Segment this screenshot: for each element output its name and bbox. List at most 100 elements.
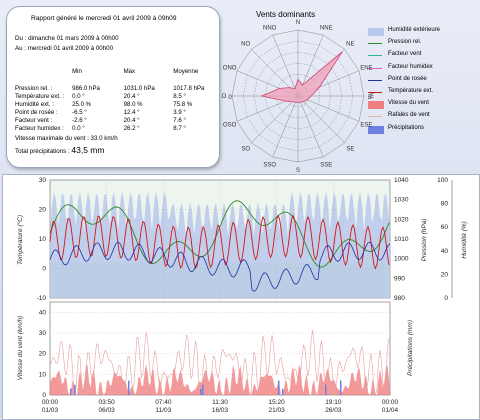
rose-direction-label: SSO — [263, 162, 276, 168]
stat-avg: 8.5 ° — [173, 92, 186, 100]
y-tick-label: 0 — [42, 266, 46, 273]
rose-direction-label: SSE — [320, 162, 332, 168]
legend-swatch — [368, 28, 384, 36]
stat-max: 12.4 ° — [123, 108, 140, 116]
stat-max: 20.4 ° — [123, 116, 140, 124]
y-axis-title-right: Précipitations (mm) — [407, 320, 414, 376]
x-tick-label-time: 07:40 — [155, 399, 172, 406]
rose-ring — [275, 73, 321, 119]
legend-label: Point de rosée — [388, 75, 427, 82]
legend-label: Précipitations — [388, 124, 425, 131]
legend-swatch — [368, 40, 382, 45]
humidity-area — [50, 191, 390, 298]
legend-swatch — [368, 101, 384, 110]
legend-label: Facteur humidex — [388, 63, 433, 70]
legend-swatch — [368, 89, 382, 93]
precipitation-bar — [70, 388, 72, 395]
legend-item: Vitesse du vent — [364, 99, 476, 111]
table-row: Température ext. : 0.0 ° 20.4 ° 8.5 ° — [13, 92, 219, 100]
rose-spoke — [272, 95, 299, 158]
stat-label: Humidité ext. : — [15, 100, 54, 108]
y-tick-label-right2: 100 — [437, 177, 448, 184]
x-tick-label-date: 06/03 — [99, 407, 116, 414]
legend-item: Pression rel. — [364, 38, 476, 50]
wind-rose-title: Vents dominants — [256, 10, 316, 19]
stat-avg: 75.8 % — [173, 100, 193, 108]
legend-label: Vitesse du vent — [388, 100, 429, 107]
table-row: Pression rel. : 986.0 hPa 1031.0 hPa 101… — [13, 84, 219, 92]
legend-label: Pression rel. — [388, 39, 422, 46]
rose-direction-label: N — [296, 20, 300, 26]
legend: Humidité extérieure Pression rel. Facteur … — [364, 26, 476, 136]
y-tick-label: -10 — [37, 295, 47, 302]
wind-max-text: Vitesse maximale du vent : 33.0 km/h — [15, 135, 118, 142]
y-axis-title-right2: Humidité (%) — [461, 221, 468, 259]
y-tick-label-right: 1040 — [394, 177, 409, 184]
precip-value: 43,5 mm — [71, 145, 105, 155]
legend-item: Facteur vent — [364, 50, 476, 62]
dewpoint-line — [49, 241, 391, 292]
y-tick-label: 10 — [39, 236, 47, 243]
rose-direction-label: NE — [346, 42, 354, 48]
precipitation-bar — [202, 384, 204, 395]
rose-direction-label: OSO — [223, 122, 237, 128]
y-axis-title-right: Pression (hPa) — [421, 219, 428, 262]
y-tick-label-right: 980 — [394, 295, 405, 302]
table-row: Facteur vent : -2.6 ° 20.4 ° 7.6 ° — [13, 116, 219, 124]
rose-direction-label: SE — [346, 146, 354, 152]
y-axis-title: Température (°C) — [16, 215, 24, 265]
stat-label: Facteur humidex : — [15, 124, 64, 132]
stat-max: 98.0 % — [123, 100, 143, 108]
y-tick-label-right2: 20 — [441, 271, 449, 278]
stat-min: 986.0 hPa — [72, 84, 100, 92]
legend-swatch — [368, 52, 382, 57]
stat-min: -2.6 ° — [72, 116, 87, 124]
stat-max: 26.2 ° — [123, 124, 140, 132]
table-row: Point de rosée : -6.5 ° 12.4 ° 3.9 ° — [13, 108, 219, 116]
stat-avg: 7.6 ° — [173, 116, 186, 124]
table-row: Humidité ext. : 25.0 % 98.0 % 75.8 % — [13, 100, 219, 108]
stats-table: Min Max Moyenne Pression rel. : 986.0 hP… — [13, 67, 219, 132]
table-row: Facteur humidex : 0.0 ° 26.2 ° 8.7 ° — [13, 124, 219, 132]
rose-direction-label: SO — [241, 146, 250, 152]
rose-direction-label: E — [368, 95, 372, 101]
stat-min: 0.0 ° — [72, 124, 85, 132]
rose-direction-label: S — [296, 168, 300, 174]
rose-spoke — [297, 95, 360, 122]
x-tick-label-time: 11:30 — [212, 399, 228, 406]
x-tick-label-date: 01/03 — [42, 407, 59, 414]
legend-label: Température ext. — [388, 87, 434, 94]
legend-label: Rafales de vent — [388, 112, 430, 119]
x-tick-label-time: 19:10 — [325, 399, 342, 406]
legend-swatch — [368, 65, 382, 69]
y-tick-label: 30 — [39, 177, 47, 184]
y-tick-label-right2: 0 — [444, 295, 448, 302]
precipitation-bar — [278, 380, 280, 395]
rose-direction-label: E — [370, 94, 374, 100]
x-tick-label-date: 16/03 — [212, 407, 229, 414]
y-tick-label: 20 — [39, 351, 47, 358]
x-tick-label-time: 03:50 — [99, 399, 116, 406]
precip-total: Total précipitations : 43,5 mm — [15, 145, 104, 155]
stat-avg: 8.7 ° — [173, 124, 186, 132]
stats-header: Min — [72, 68, 82, 75]
y-axis-title: Vitesse du vent (km/h) — [17, 316, 24, 381]
bottom-chart-area — [49, 301, 391, 396]
y-tick-label: 10 — [39, 371, 47, 378]
stat-avg: 1017.8 hPa — [173, 84, 205, 92]
stat-label: Température ext. : — [15, 92, 65, 100]
legend-label: Humidité extérieure — [388, 27, 441, 33]
wind-rose-shape — [260, 51, 343, 104]
rose-direction-label: ENE — [360, 66, 372, 72]
stat-label: Pression rel. : — [15, 84, 53, 92]
precipitation-bar — [325, 384, 327, 395]
report-from: Du : dimanche 01 mars 2009 à 00h00 — [15, 35, 119, 42]
rose-direction-label: O — [222, 94, 227, 100]
rose-direction-label: NNE — [320, 26, 333, 32]
stat-avg: 3.9 ° — [173, 108, 186, 116]
x-tick-label-time: 15:20 — [269, 399, 286, 406]
x-tick-label-time: 00:00 — [42, 399, 59, 406]
legend-item: Précipitations — [364, 124, 476, 136]
precipitation-bar — [200, 388, 202, 395]
